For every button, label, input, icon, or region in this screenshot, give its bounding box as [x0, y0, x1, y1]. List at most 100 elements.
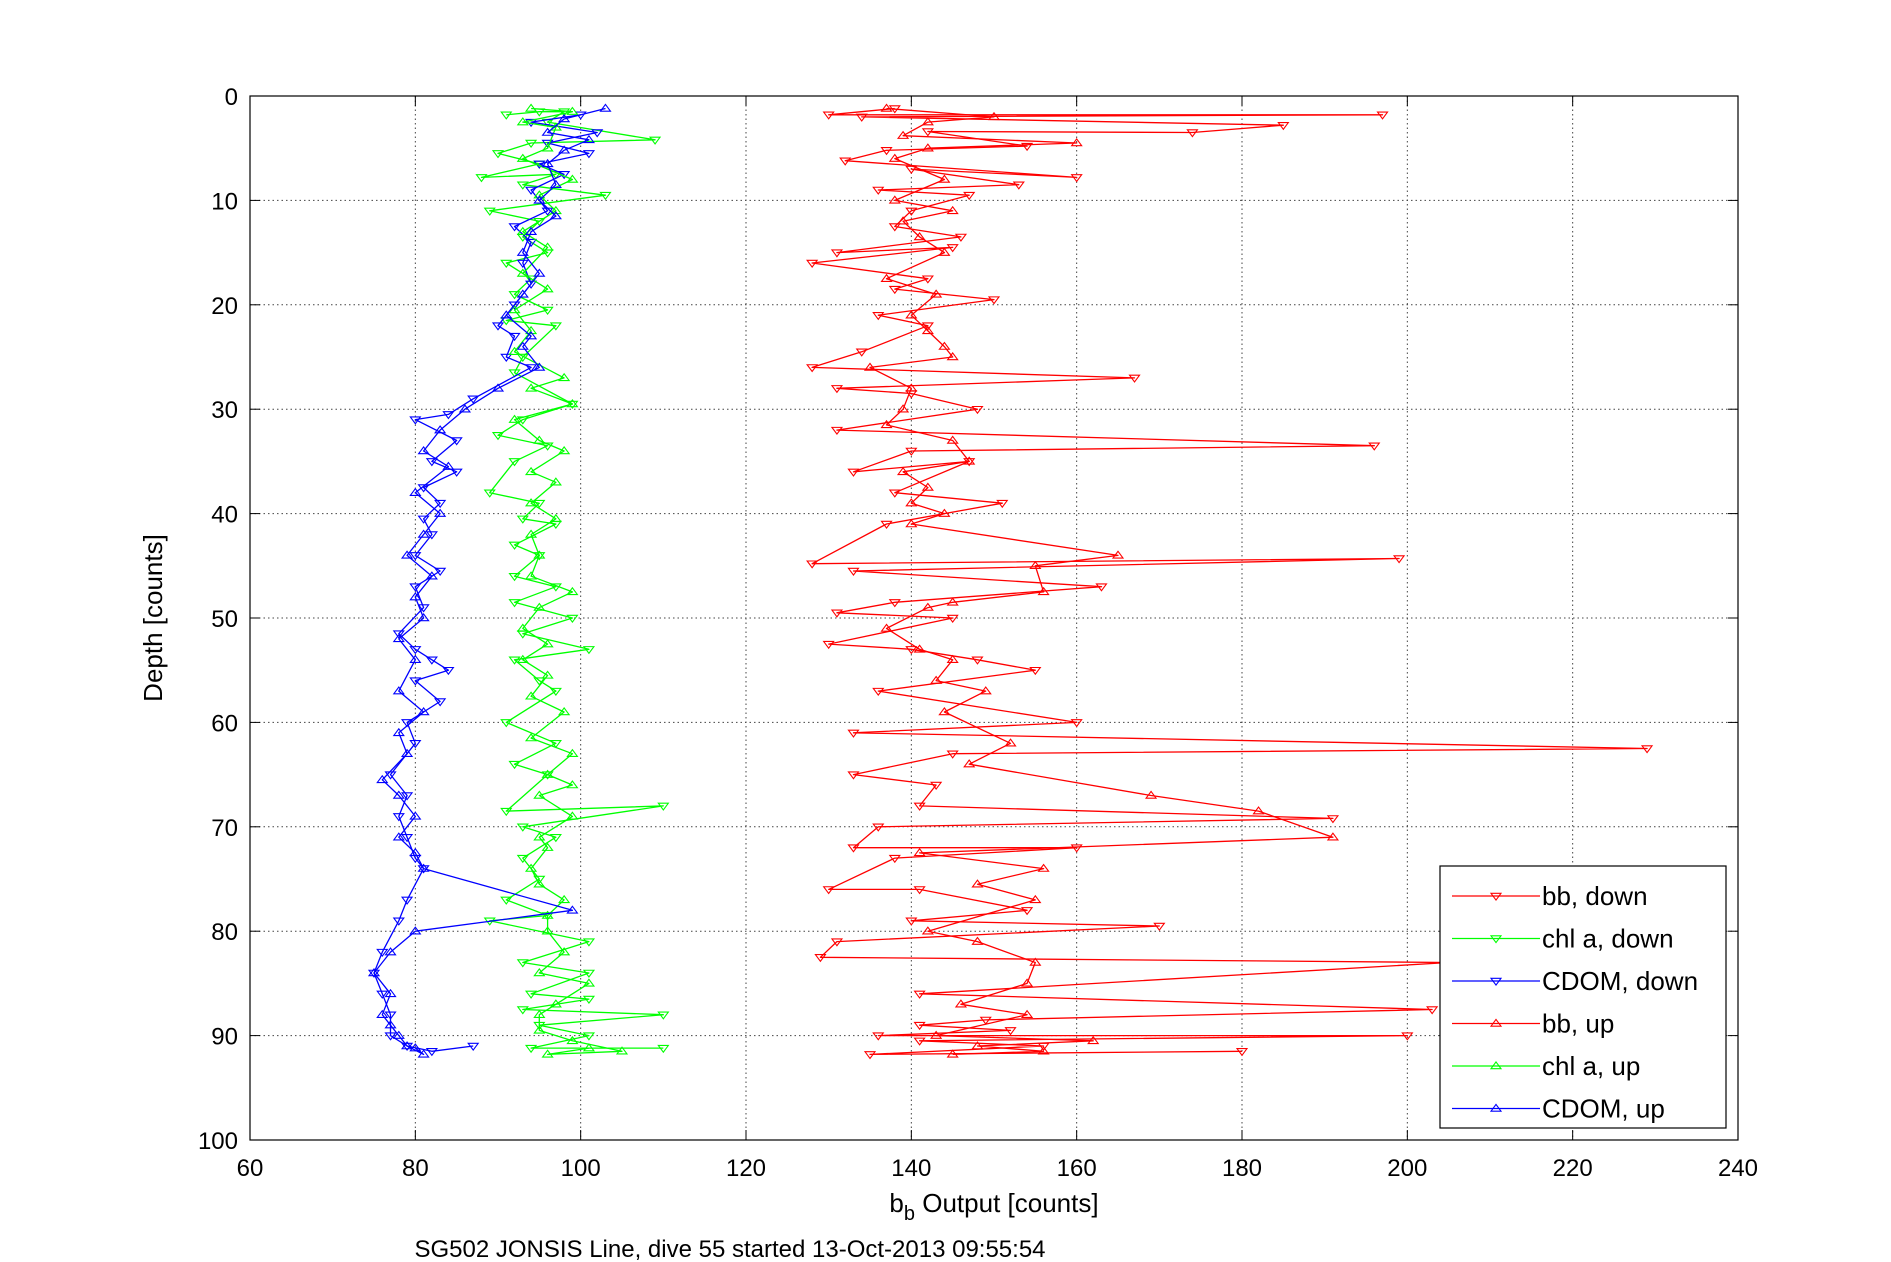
data-point-bb-up — [1037, 1046, 1050, 1055]
data-point-bb-down — [822, 640, 835, 650]
data-point-cdom-up — [392, 633, 405, 643]
data-point-bb-down — [1004, 1027, 1017, 1036]
data-point-chl-a-down — [508, 760, 521, 770]
legend-label: CDOM, down — [1542, 966, 1698, 996]
data-point-chl-a-down — [524, 1044, 538, 1054]
data-point-chl-a-down — [549, 740, 562, 749]
data-point-bb-down — [905, 207, 918, 216]
data-point-chl-a-up — [508, 346, 521, 356]
data-point-cdom-down — [376, 948, 389, 958]
data-point-bb-down — [830, 938, 844, 947]
data-point-chl-a-down — [657, 1044, 670, 1054]
y-tick-label: 90 — [211, 1024, 238, 1051]
x-tick-label: 120 — [726, 1155, 766, 1182]
data-point-chl-a-down — [533, 218, 546, 227]
data-point-cdom-down — [425, 458, 438, 467]
data-point-cdom-down — [392, 813, 405, 822]
data-point-bb-up — [987, 111, 1001, 121]
data-point-chl-a-up — [524, 383, 538, 392]
data-point-bb-up — [880, 273, 893, 282]
data-point-bb-down — [1186, 129, 1199, 138]
data-point-chl-a-up — [533, 435, 546, 444]
data-point-bb-down — [913, 1021, 926, 1031]
y-tick-label: 0 — [225, 84, 238, 111]
data-point-bb-down — [913, 1037, 926, 1046]
data-point-chl-a-down — [516, 1006, 529, 1015]
data-point-chl-a-up — [566, 399, 579, 408]
data-point-bb-down — [1153, 922, 1166, 931]
data-point-bb-down — [996, 499, 1009, 509]
data-point-cdom-down — [409, 552, 422, 561]
data-point-chl-a-up — [524, 498, 538, 507]
legend-box — [1439, 865, 1727, 1129]
data-point-chl-a-up — [541, 670, 554, 679]
data-point-chl-a-up — [524, 691, 538, 700]
data-point-cdom-up — [384, 988, 397, 998]
data-point-bb-down — [1277, 121, 1290, 131]
data-point-bb-down — [1070, 719, 1083, 728]
data-point-chl-a-up — [541, 769, 554, 778]
data-point-bb-down — [971, 656, 984, 665]
data-point-bb-down — [830, 385, 844, 394]
legend-item-chl-a-up: chl a, up — [1452, 1051, 1640, 1081]
data-point-bb-down — [847, 844, 860, 853]
data-point-bb-up — [921, 926, 934, 935]
data-point-chl-a-up — [508, 414, 521, 423]
data-point-cdom-up — [566, 905, 579, 914]
data-point-chl-a-down — [549, 171, 562, 180]
data-point-bb-down — [847, 771, 860, 780]
data-point-bb-down — [930, 781, 943, 791]
data-point-chl-a-up — [541, 1049, 554, 1058]
legend-marker — [1489, 935, 1503, 944]
data-point-bb-down — [822, 111, 835, 120]
x-axis-label-rest: Output [counts] — [915, 1188, 1099, 1218]
data-point-chl-a-up — [524, 733, 538, 742]
data-point-cdom-up — [516, 289, 529, 298]
data-point-bb-up — [946, 1049, 959, 1058]
data-point-bb-down — [888, 599, 901, 608]
chart-caption: SG502 JONSIS Line, dive 55 started 13-Oc… — [414, 1236, 1045, 1262]
data-point-bb-down — [806, 259, 819, 269]
data-point-bb-down — [1401, 1032, 1414, 1041]
data-point-cdom-up — [400, 748, 414, 757]
data-point-cdom-up — [524, 226, 538, 235]
data-point-chl-a-up — [533, 879, 546, 888]
legend-marker — [1489, 892, 1503, 901]
legend-label: chl a, down — [1542, 924, 1674, 954]
data-point-chl-a-down — [533, 499, 546, 509]
data-point-bb-up — [938, 341, 951, 350]
legend: bb, down chl a, down CDOM, down bb, up chl a… — [1439, 865, 1727, 1129]
x-tick-label: 140 — [891, 1155, 931, 1182]
data-point-bb-down — [905, 447, 918, 456]
data-point-chl-a-up — [566, 811, 579, 820]
data-point-cdom-down — [409, 583, 422, 592]
data-point-bb-up — [905, 310, 918, 319]
y-tick-label: 30 — [211, 397, 238, 424]
data-point-chl-a-up — [516, 117, 529, 126]
data-point-cdom-up — [541, 127, 554, 136]
data-point-cdom-up — [533, 195, 546, 204]
data-point-bb-up — [880, 623, 893, 632]
data-point-chl-a-up — [566, 780, 579, 789]
data-point-chl-a-down — [475, 174, 488, 183]
series-chl-a-up — [508, 103, 629, 1058]
data-point-chl-a-down — [549, 583, 562, 592]
data-point-cdom-up — [442, 461, 455, 470]
data-point-chl-a-down — [524, 990, 538, 999]
data-point-bb-up — [1326, 832, 1340, 841]
data-point-bb-down — [872, 687, 885, 697]
data-point-bb-up — [1087, 1035, 1100, 1045]
data-point-cdom-up — [434, 425, 447, 434]
data-point-cdom-up — [549, 179, 562, 188]
data-point-chl-a-up — [582, 978, 596, 987]
data-point-bb-down — [954, 233, 968, 242]
data-point-cdom-down — [367, 969, 381, 978]
data-point-bb-down — [913, 886, 926, 895]
data-point-cdom-up — [549, 211, 562, 220]
data-point-chl-a-up — [566, 748, 579, 757]
data-point-bb-up — [930, 1030, 943, 1039]
data-point-cdom-down — [524, 186, 538, 195]
data-point-cdom-down — [384, 1032, 397, 1041]
data-point-bb-down — [830, 609, 844, 618]
data-point-cdom-up — [524, 331, 538, 340]
